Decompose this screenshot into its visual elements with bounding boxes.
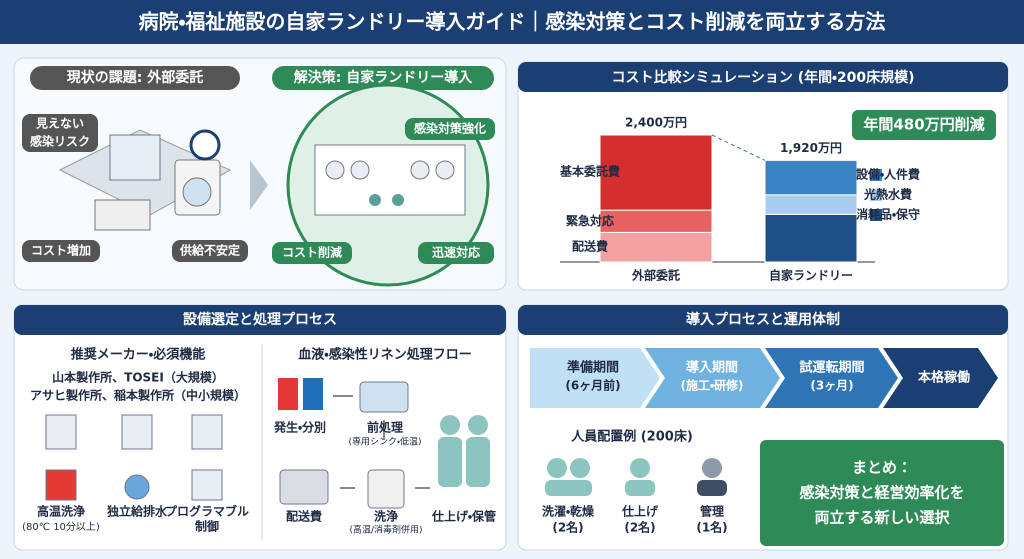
legend-swatch [870,209,882,221]
maker: 山本製作所、TOSEI（大規模） [52,370,224,385]
feature: プログラマブル [165,504,249,519]
segment-label: 緊急対応 [566,213,614,228]
staff-title: 人員配置例 (200床) [570,429,693,445]
maker: アサヒ製作所、稲本製作所（中小規模） [30,388,246,403]
panel-title: コスト比較シミュレーション (年間・200床規模) [611,69,914,86]
step-arrow [765,348,898,408]
flow-step: 洗浄 [374,509,398,524]
pill [30,66,240,90]
panel-title: 導入プロセスと運用体制 [686,311,840,328]
legend-swatch [870,169,882,181]
staff-role: 洗濯・乾燥 [542,504,595,519]
feature: (80℃ 10分以上) [22,521,100,533]
bar-segment [764,159,858,196]
flow-icons [278,378,490,509]
feature: 独立給排水 [106,504,168,519]
step: 試運転期間 [799,360,864,376]
title: 病院・福祉施設の自家ランドリー導入ガイド｜感染対策とコスト削減を両立する方法 [139,10,886,34]
staff-figures [369,194,404,206]
staff-role: 仕上げ [621,504,659,519]
flow-step: (高温/消毒剤併用) [349,524,422,536]
panel-header [14,305,506,335]
total-label: 2,400万円 [625,116,687,130]
subtitle: 血液・感染性リネン処理フロー [298,347,471,363]
panel-header [518,62,1008,92]
saving-box [852,110,996,140]
flow-step: 配送費 [286,509,322,524]
step-arrow [883,348,998,408]
step: (6ヶ月前) [565,378,620,393]
panel-header [518,305,1008,335]
step-arrow [530,348,660,408]
staff-icons [545,458,727,496]
label: 供給不安定 [179,243,240,258]
summary: まとめ： [852,459,912,477]
step: (3ヶ月) [810,379,853,393]
saving: 年間480万円削減 [863,116,984,134]
summary-box [760,440,1004,546]
category-label: 外部委託 [631,268,680,283]
flow-step: (専用シンク・低温) [348,436,421,448]
problem-title: 現状の課題: 外部委託 [67,69,203,86]
flow-step: 発生・分別 [273,420,326,435]
staff-role: (2名) [552,520,583,535]
washers [325,160,455,180]
category-label: 自家ランドリー [769,268,853,283]
staff-role: (2名) [624,520,655,535]
bar-segment [764,213,858,263]
step: (施工・研修) [680,378,743,393]
bar-segment [764,194,858,215]
label: 感染リスク [30,134,90,149]
panel-title: 設備選定と処理プロセス [183,311,337,328]
problem-labels [22,114,248,262]
legend-swatch [870,189,882,201]
legend-label: 消耗品・保守 [856,207,920,222]
legend-label: 設備・人件費 [856,167,920,182]
summary: 両立する新しい選択 [814,509,950,527]
label: コスト増加 [31,243,91,258]
subtitle: 推奨メーカー・必須機能 [71,347,205,363]
bar-segment [599,209,713,233]
label: コスト削減 [282,245,342,260]
step: 準備期間 [567,360,619,376]
label: 感染対策強化 [414,121,486,136]
question [189,129,221,161]
hospital [109,134,161,181]
label: 見えない [35,116,84,131]
feature-icons [45,414,223,501]
flow-step: 前処理 [367,420,403,435]
segment-label: 基本委託費 [559,164,620,179]
staff-role: (1名) [696,520,727,535]
step: 導入期間 [686,360,738,376]
feature: 高温洗浄 [37,504,85,519]
staff-role: 管理 [700,504,724,519]
connector [711,134,766,161]
solution-label-boxes [272,118,495,264]
header-bar [0,0,1024,44]
bar-segment [599,134,713,211]
step: 本格稼働 [917,370,970,386]
segment-label: 配送費 [572,239,608,254]
bar-segment [599,231,713,263]
feature: 制御 [195,519,219,534]
label: 迅速対応 [432,245,480,260]
pill [272,66,494,90]
total-label: 1,920万円 [780,141,842,155]
solution-title: 解決策: 自家ランドリー導入 [293,69,472,86]
step-arrow [645,348,780,408]
flow-step: 仕上げ・保管 [431,509,496,524]
laundry-room [314,144,466,216]
truck [94,199,151,231]
washer-door [182,177,212,207]
legend-label: 光熱水費 [863,187,912,202]
arrow [250,160,268,210]
summary: 感染対策と経営効率化を [799,484,964,502]
